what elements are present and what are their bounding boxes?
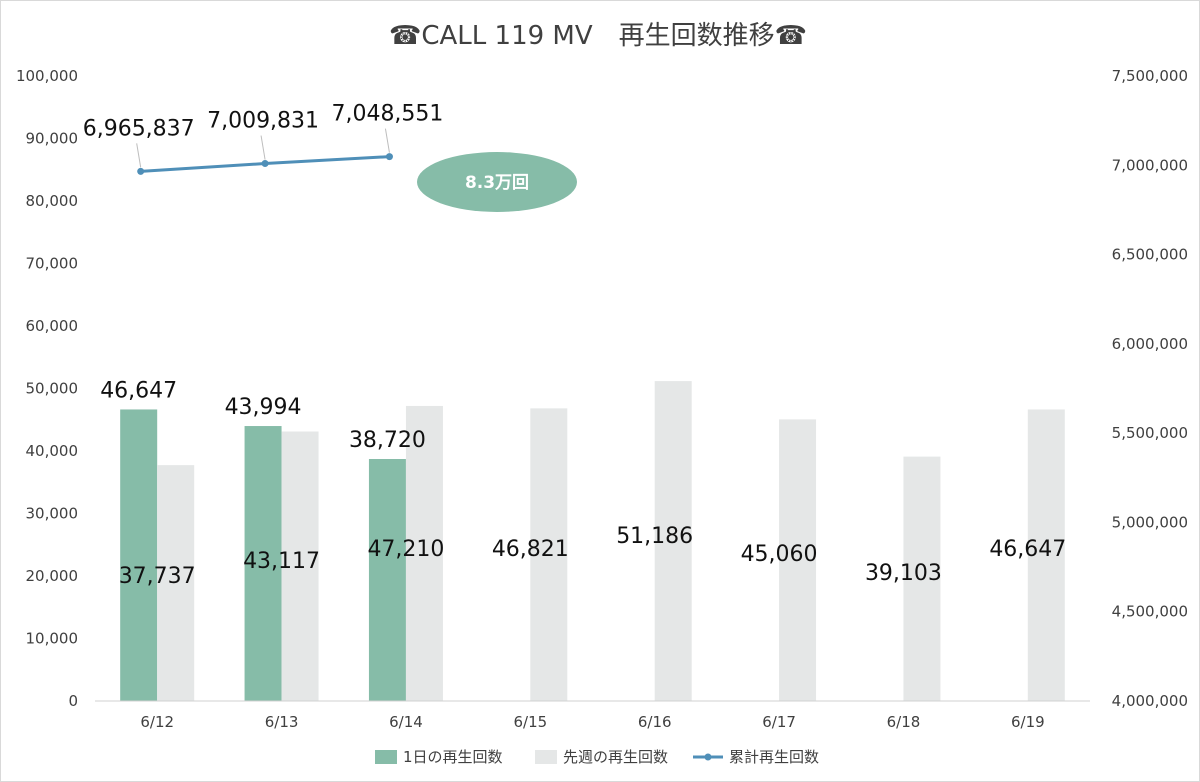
x-axis-category-label: 6/17 (762, 713, 796, 731)
x-axis-categories: 6/12 6/13 6/14 6/15 6/16 6/17 6/18 6/19 (140, 713, 1044, 731)
cumulative-label-leader (136, 143, 142, 168)
right-axis-tick-label: 7,500,000 (1112, 67, 1188, 85)
right-axis-tick-label: 7,000,000 (1112, 156, 1188, 174)
daily-data-label: 46,647 (100, 378, 177, 403)
legend-label: 累計再生回数 (729, 748, 819, 766)
x-axis-category-label: 6/16 (638, 713, 672, 731)
x-axis-category-label: 6/19 (1011, 713, 1045, 731)
legend: 1日の再生回数 先週の再生回数 累計再生回数 (375, 748, 819, 766)
left-axis-tick-label: 20,000 (26, 567, 79, 585)
left-axis-tick-label: 100,000 (16, 67, 78, 85)
cumulative-line-layer (137, 153, 393, 175)
last-week-data-label: 43,117 (243, 549, 320, 574)
cumulative-data-label: 7,009,831 (207, 109, 319, 134)
left-axis-tick-label: 70,000 (26, 255, 79, 273)
last-week-data-label: 45,060 (741, 542, 818, 567)
x-axis-category-label: 6/12 (140, 713, 174, 731)
cumulative-data-label: 6,965,837 (83, 116, 195, 141)
legend-label: 先週の再生回数 (563, 748, 668, 766)
legend-label: 1日の再生回数 (403, 748, 503, 766)
last-week-views-bar (530, 408, 568, 701)
left-axis-tick-label: 60,000 (26, 317, 79, 335)
right-axis-tick-label: 4,000,000 (1112, 692, 1188, 710)
legend-swatch (375, 750, 397, 764)
last-week-views-bar (1027, 409, 1065, 701)
cumulative-views-point (385, 153, 393, 161)
x-axis-category-label: 6/15 (513, 713, 547, 731)
left-axis-tick-label: 90,000 (26, 130, 79, 148)
left-axis-tick-label: 80,000 (26, 192, 79, 210)
cumulative-label-leader (260, 135, 266, 160)
x-axis-category-label: 6/14 (389, 713, 423, 731)
daily-views-bar (120, 409, 158, 701)
last-week-views-bar (654, 381, 692, 701)
last-week-views-bar (779, 419, 817, 701)
last-week-views-bar (157, 465, 195, 701)
left-axis-tick-label: 10,000 (26, 630, 79, 648)
daily-data-label: 38,720 (349, 428, 426, 453)
callout-text: 8.3万回 (465, 173, 529, 193)
legend-swatch (535, 750, 557, 764)
last-week-data-label: 46,647 (989, 537, 1066, 562)
bars-layer (120, 381, 1065, 701)
last-week-views-bar (903, 456, 941, 701)
left-axis-tick-label: 0 (68, 692, 78, 710)
daily-views-bar (368, 459, 406, 701)
daily-data-label: 43,994 (225, 395, 302, 420)
left-axis-tick-label: 50,000 (26, 380, 79, 398)
last-week-data-label: 39,103 (865, 561, 942, 586)
left-axis-tick-label: 30,000 (26, 505, 79, 523)
data-labels-layer: 6,965,837 7,009,831 7,048,551 46,647 43,994 3… (83, 102, 1067, 589)
right-y-axis: 4,000,000 4,500,000 5,000,000 5,500,000 6,00… (1112, 67, 1188, 710)
last-week-views-bar (405, 405, 443, 701)
last-week-data-label: 47,210 (367, 537, 444, 562)
right-axis-tick-label: 5,000,000 (1112, 513, 1188, 531)
legend-line-marker (704, 753, 712, 761)
chart-title: ☎CALL 119 MV 再生回数推移☎ (389, 21, 807, 51)
left-axis-tick-label: 40,000 (26, 442, 79, 460)
x-axis-category-label: 6/13 (265, 713, 299, 731)
right-axis-tick-label: 5,500,000 (1112, 424, 1188, 442)
cumulative-label-leader (384, 128, 390, 153)
right-axis-tick-label: 4,500,000 (1112, 603, 1188, 621)
x-axis-category-label: 6/18 (887, 713, 921, 731)
last-week-data-label: 37,737 (119, 564, 196, 589)
last-week-data-label: 46,821 (492, 537, 569, 562)
cumulative-views-point (261, 160, 269, 168)
cumulative-views-point (137, 167, 145, 175)
daily-views-bar (244, 426, 282, 701)
left-y-axis: 0 10,000 20,000 30,000 40,000 50,000 60,000 70,… (16, 67, 78, 710)
last-week-views-bar (281, 431, 319, 701)
last-week-data-label: 51,186 (616, 524, 693, 549)
right-axis-tick-label: 6,500,000 (1112, 246, 1188, 264)
cumulative-data-label: 7,048,551 (331, 102, 443, 127)
right-axis-tick-label: 6,000,000 (1112, 335, 1188, 353)
callout-ellipse (417, 152, 577, 212)
callout-annotation: 8.3万回 (417, 152, 577, 212)
